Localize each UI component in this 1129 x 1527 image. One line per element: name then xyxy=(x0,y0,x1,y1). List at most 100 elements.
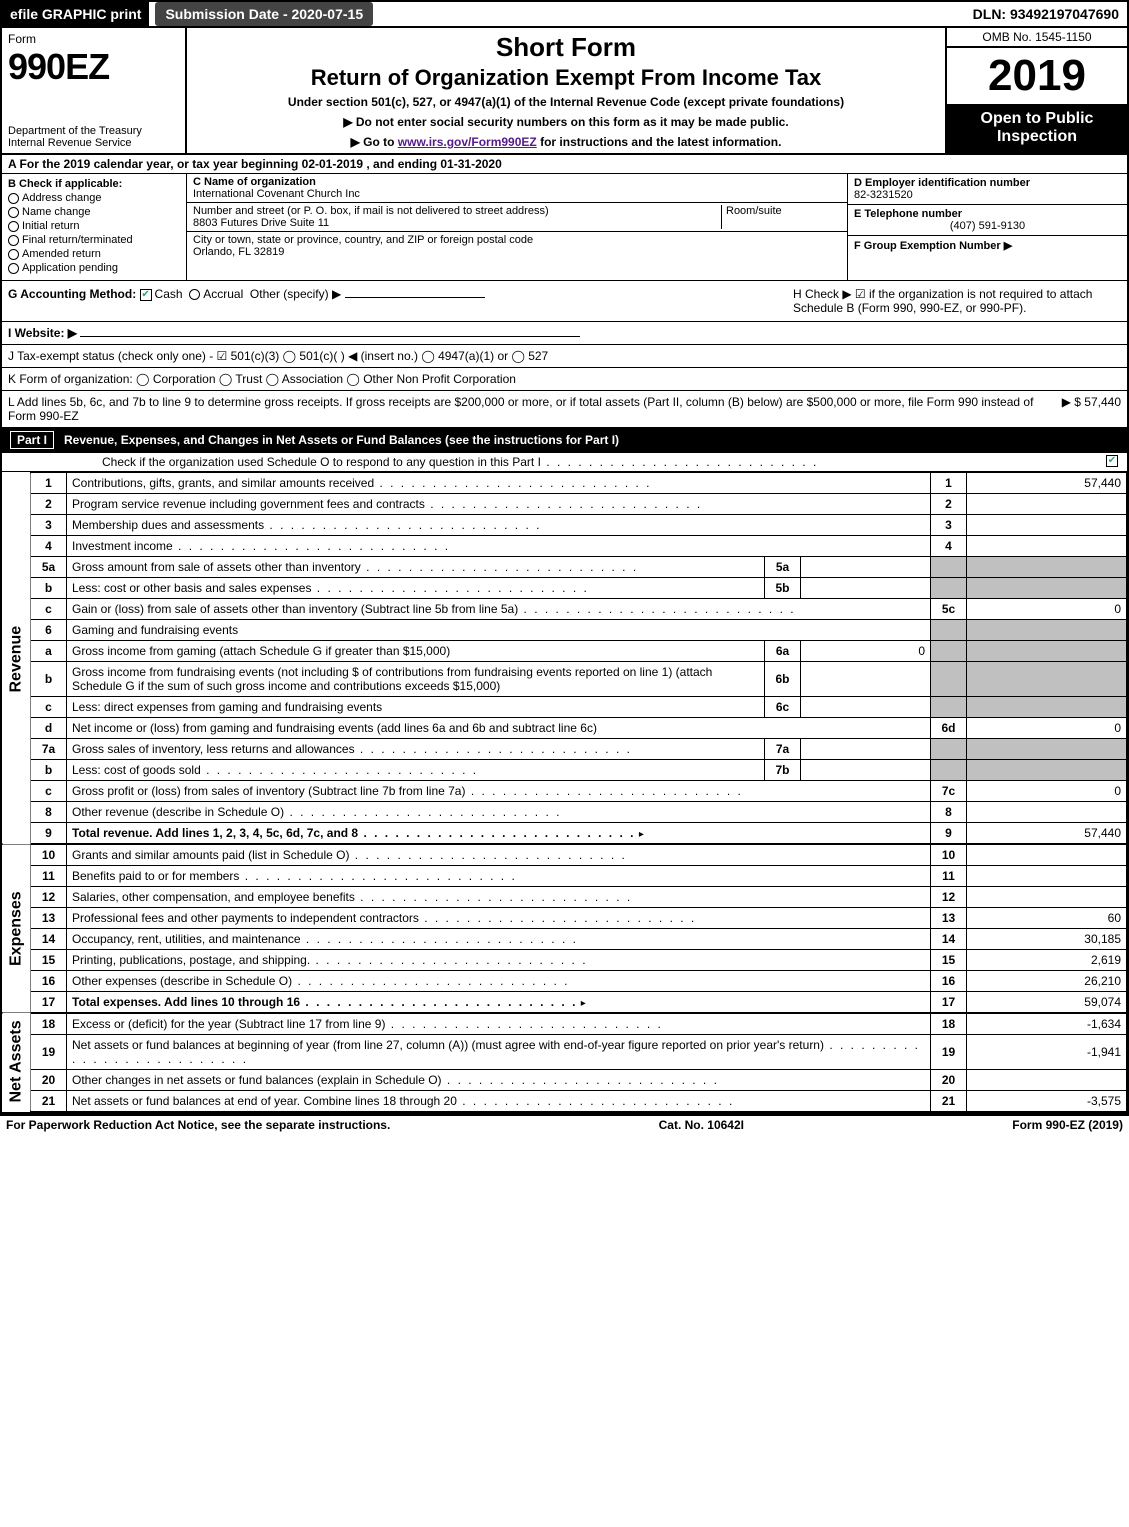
line-6d-no: d xyxy=(31,718,67,739)
line-5a-amt-shaded xyxy=(967,557,1127,578)
line-7b-amt-shaded xyxy=(967,760,1127,781)
cash-checkbox[interactable] xyxy=(140,289,152,301)
phone-value: (407) 591-9130 xyxy=(854,220,1121,232)
line-17-desc: Total expenses. Add lines 10 through 16 xyxy=(72,995,577,1009)
line-18-desc: Excess or (deficit) for the year (Subtra… xyxy=(72,1017,663,1031)
group-exemption-label: F Group Exemption Number ▶ xyxy=(854,239,1121,252)
row-k-org-form: K Form of organization: ◯ Corporation ◯ … xyxy=(2,367,1127,390)
accrual-label: Accrual xyxy=(203,287,243,301)
line-6c-amt-shaded xyxy=(967,697,1127,718)
street-label: Number and street (or P. O. box, if mail… xyxy=(193,205,721,217)
line-10-no: 10 xyxy=(31,844,67,866)
line-6c-no: c xyxy=(31,697,67,718)
line-7a-desc: Gross sales of inventory, less returns a… xyxy=(72,742,632,756)
instructions-link-row: ▶ Go to www.irs.gov/Form990EZ for instru… xyxy=(195,135,937,149)
expenses-side-label: Expenses xyxy=(2,844,31,1013)
address-change-checkbox[interactable] xyxy=(8,193,19,204)
line-6a-shaded xyxy=(931,641,967,662)
line-6d-desc: Net income or (loss) from gaming and fun… xyxy=(67,718,931,739)
address-change-label: Address change xyxy=(22,192,102,204)
instructions-link[interactable]: www.irs.gov/Form990EZ xyxy=(398,135,537,149)
line-4-amt xyxy=(967,536,1127,557)
org-name-label: C Name of organization xyxy=(193,176,841,188)
row-l-amount: ▶ $ 57,440 xyxy=(1052,395,1121,423)
line-5c-desc: Gain or (loss) from sale of assets other… xyxy=(72,602,796,616)
line-15-desc: Printing, publications, postage, and shi… xyxy=(72,953,588,967)
line-5b-amt-shaded xyxy=(967,578,1127,599)
other-method-label: Other (specify) ▶ xyxy=(250,287,341,301)
line-14-no: 14 xyxy=(31,929,67,950)
name-change-checkbox[interactable] xyxy=(8,207,19,218)
line-6c-desc: Less: direct expenses from gaming and fu… xyxy=(67,697,765,718)
website-label: I Website: ▶ xyxy=(8,326,77,340)
line-13-amt: 60 xyxy=(967,908,1127,929)
line-10-desc: Grants and similar amounts paid (list in… xyxy=(72,848,627,862)
line-17-amt: 59,074 xyxy=(967,992,1127,1014)
line-5a-sub: 5a xyxy=(765,557,801,578)
line-1-no: 1 xyxy=(31,473,67,494)
line-5c-num: 5c xyxy=(931,599,967,620)
omb-number: OMB No. 1545-1150 xyxy=(947,28,1127,48)
line-6-desc: Gaming and fundraising events xyxy=(67,620,931,641)
line-12-amt xyxy=(967,887,1127,908)
line-18-amt: -1,634 xyxy=(967,1013,1127,1035)
row-h-schedule-b: H Check ▶ ☑ if the organization is not r… xyxy=(787,281,1127,321)
line-7c-amt: 0 xyxy=(967,781,1127,802)
part-1-table: Revenue 1 Contributions, gifts, grants, … xyxy=(2,472,1127,1112)
line-7c-no: c xyxy=(31,781,67,802)
line-1-amt: 57,440 xyxy=(967,473,1127,494)
line-6a-amt-shaded xyxy=(967,641,1127,662)
column-de: D Employer identification number 82-3231… xyxy=(847,174,1127,280)
line-9-desc: Total revenue. Add lines 1, 2, 3, 4, 5c,… xyxy=(72,826,635,840)
submission-date-button[interactable]: Submission Date - 2020-07-15 xyxy=(155,2,373,26)
city-label: City or town, state or province, country… xyxy=(193,234,841,246)
application-pending-checkbox[interactable] xyxy=(8,263,19,274)
line-11-no: 11 xyxy=(31,866,67,887)
final-return-checkbox[interactable] xyxy=(8,235,19,246)
part-1-label: Part I xyxy=(10,431,54,449)
line-20-no: 20 xyxy=(31,1070,67,1091)
accounting-method-label: G Accounting Method: xyxy=(8,287,136,301)
line-7b-subamt xyxy=(801,760,931,781)
ssn-warning: ▶ Do not enter social security numbers o… xyxy=(195,115,937,129)
line-18-no: 18 xyxy=(31,1013,67,1035)
line-2-amt xyxy=(967,494,1127,515)
schedule-o-checkbox[interactable] xyxy=(1106,455,1118,467)
footer-left: For Paperwork Reduction Act Notice, see … xyxy=(6,1118,390,1132)
row-j-tax-exempt: J Tax-exempt status (check only one) - ☑… xyxy=(2,344,1127,367)
street-value: 8803 Futures Drive Suite 11 xyxy=(193,217,721,229)
line-6c-sub: 6c xyxy=(765,697,801,718)
line-19-amt: -1,941 xyxy=(967,1035,1127,1070)
other-method-input[interactable] xyxy=(345,297,485,298)
line-6-amt-shaded xyxy=(967,620,1127,641)
line-5a-desc: Gross amount from sale of assets other t… xyxy=(72,560,638,574)
row-l-text: L Add lines 5b, 6c, and 7b to line 9 to … xyxy=(8,395,1052,423)
line-7c-num: 7c xyxy=(931,781,967,802)
line-8-amt xyxy=(967,802,1127,823)
line-20-desc: Other changes in net assets or fund bala… xyxy=(72,1073,719,1087)
line-6a-no: a xyxy=(31,641,67,662)
line-6b-sub: 6b xyxy=(765,662,801,697)
line-16-no: 16 xyxy=(31,971,67,992)
line-7c-desc: Gross profit or (loss) from sales of inv… xyxy=(72,784,743,798)
line-4-no: 4 xyxy=(31,536,67,557)
part-1-check-note: Check if the organization used Schedule … xyxy=(102,455,1106,469)
efile-link[interactable]: efile GRAPHIC print xyxy=(2,2,149,26)
top-bar: efile GRAPHIC print Submission Date - 20… xyxy=(0,0,1129,26)
line-5b-subamt xyxy=(801,578,931,599)
amended-return-checkbox[interactable] xyxy=(8,249,19,260)
part-1-title: Revenue, Expenses, and Changes in Net As… xyxy=(64,433,619,447)
initial-return-checkbox[interactable] xyxy=(8,221,19,232)
line-6b-desc: Gross income from fundraising events (no… xyxy=(67,662,765,697)
line-9-amt: 57,440 xyxy=(967,823,1127,845)
line-7a-amt-shaded xyxy=(967,739,1127,760)
line-10-amt xyxy=(967,844,1127,866)
column-b-checkboxes: B Check if applicable: Address change Na… xyxy=(2,174,187,280)
accrual-checkbox[interactable] xyxy=(189,289,200,300)
netassets-side-label: Net Assets xyxy=(2,1013,31,1112)
website-input[interactable] xyxy=(80,336,580,337)
col-b-title: B Check if applicable: xyxy=(8,178,180,190)
line-5a-subamt xyxy=(801,557,931,578)
cash-label: Cash xyxy=(155,287,183,301)
ein-label: D Employer identification number xyxy=(854,177,1121,189)
